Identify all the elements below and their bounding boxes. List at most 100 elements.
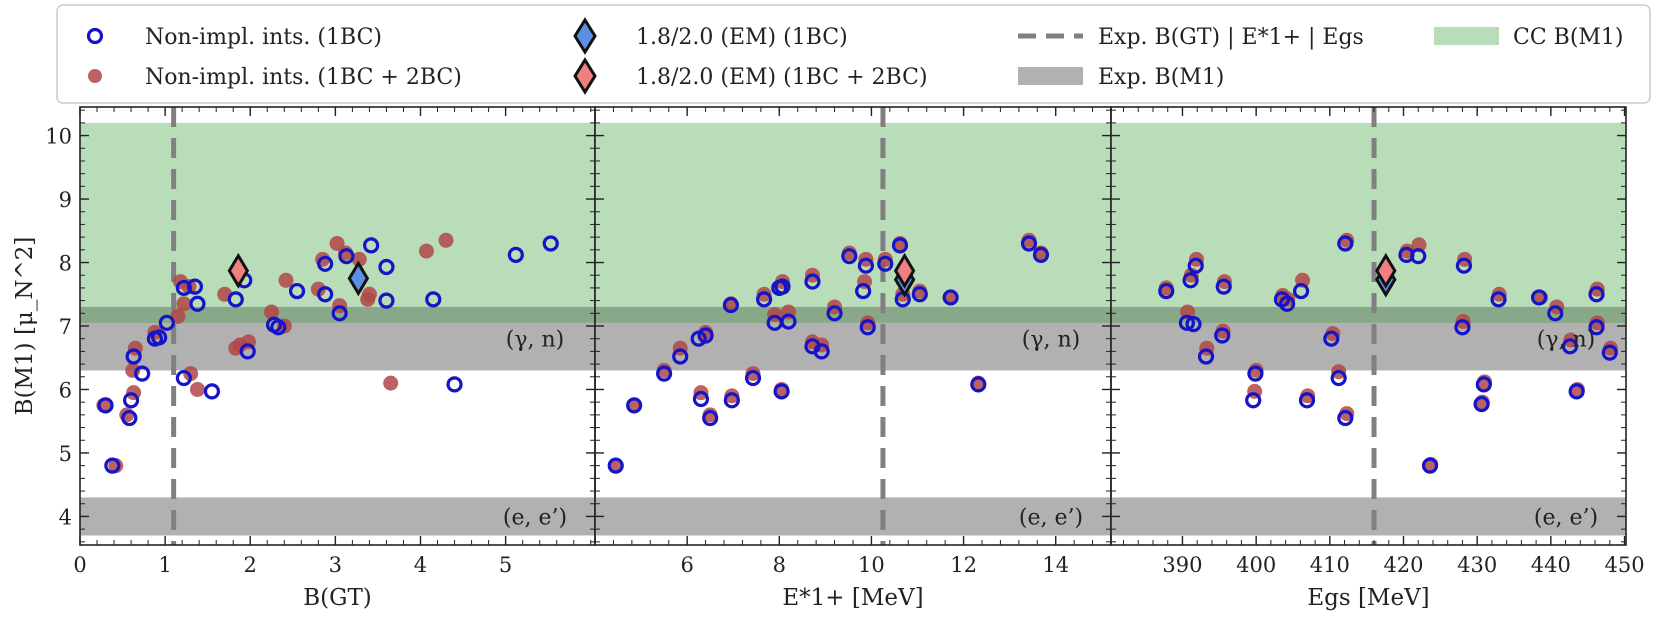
open-circle-point: [1490, 291, 1507, 308]
open-circle-point: [656, 365, 673, 382]
exp-e-eprime-band: [1111, 497, 1626, 536]
open-circle-point: [722, 296, 740, 314]
open-circle-point: [317, 255, 334, 272]
open-circle-point: [378, 292, 395, 309]
open-circle-point: [1182, 272, 1199, 289]
x-tick-label: 430: [1457, 553, 1497, 577]
open-circle-point: [1214, 327, 1231, 344]
open-circle-point: [1337, 409, 1354, 427]
open-circle-point: [425, 291, 442, 308]
open-circle-point: [1245, 392, 1262, 409]
open-circle-point: [804, 273, 821, 290]
legend: Non-impl. ints. (1BC) Non-impl. ints. (1…: [56, 4, 1651, 104]
open-circle-point: [1298, 392, 1316, 409]
open-circle-point: [855, 282, 872, 300]
open-circle-point: [175, 279, 192, 297]
filled-circle-point: [278, 272, 294, 288]
filled-circle-point: [183, 366, 199, 382]
filled-circle-point: [1589, 315, 1605, 331]
open-circle-point: [1588, 286, 1605, 303]
open-circle-point: [1601, 344, 1618, 361]
diamond-2bc-point: [1375, 252, 1397, 289]
x-tick-label: 410: [1310, 553, 1350, 577]
x-tick-label: 3: [329, 553, 342, 577]
open-circle-point: [702, 409, 719, 427]
open-circle-point: [1247, 365, 1264, 382]
filled-circle-point: [1215, 323, 1231, 339]
open-circle-point: [363, 237, 380, 254]
legend-diamond-1bc-marker: [573, 17, 597, 55]
x-tick-label: 12: [950, 553, 977, 577]
open-circle-point: [1158, 282, 1175, 300]
x-tick-label: 2: [244, 553, 257, 577]
open-circle-point: [672, 348, 689, 365]
open-circle-point: [891, 237, 909, 254]
open-circle-point: [813, 343, 830, 360]
open-circle-point: [97, 397, 114, 414]
open-circle-point: [774, 278, 791, 295]
band-overlap: [595, 306, 1111, 323]
open-circle-point: [1185, 315, 1202, 333]
open-circle-point: [189, 295, 206, 312]
legend-open-circle-label: Non-impl. ints. (1BC): [145, 25, 382, 50]
open-circle-point: [773, 383, 790, 400]
open-circle-point: [1215, 278, 1232, 295]
x-tick-label: 5: [499, 553, 512, 577]
open-circle-point: [151, 329, 168, 346]
open-circle-point: [1178, 314, 1195, 331]
open-circle-point: [378, 258, 395, 276]
y-tick-label: 9: [59, 188, 72, 212]
panel-bgt-content: [80, 107, 595, 545]
open-circle-point: [446, 376, 463, 393]
filled-circle-point: [310, 281, 326, 297]
x-tick-label: 6: [680, 553, 693, 577]
cc-bm1-band: [595, 122, 1111, 323]
legend-open-circle-marker: [86, 27, 104, 45]
legend-green-label: CC B(M1): [1513, 25, 1624, 50]
open-circle-point: [1475, 376, 1492, 393]
filled-circle-point: [351, 251, 367, 267]
open-circle-point: [125, 348, 142, 365]
open-circle-point: [1561, 338, 1579, 355]
x-tick-label: 400: [1236, 553, 1276, 577]
open-circle-point: [227, 291, 244, 308]
open-circle-point: [607, 457, 624, 474]
open-circle-point: [1421, 457, 1439, 474]
legend-filled-circle-label: Non-impl. ints. (1BC + 2BC): [145, 65, 462, 90]
exp-e-eprime-band: [80, 497, 595, 536]
filled-circle-point: [1300, 388, 1316, 404]
open-circle-point: [542, 235, 559, 252]
filled-circle-point: [860, 315, 876, 331]
legend-gray-marker: [1018, 67, 1083, 85]
open-circle-point: [859, 319, 876, 336]
open-circle-point: [1547, 305, 1564, 322]
x-tick-label: 390: [1162, 553, 1202, 577]
open-circle-point: [507, 246, 524, 264]
panel-bgt: (γ, n) (e, e’) 0 1 2 3 4 5 4 5 6 7 8 9 10 B(GT): [45, 106, 596, 611]
open-circle-point: [338, 248, 355, 265]
open-circle-point: [1568, 383, 1585, 400]
diamond-2bc-point: [893, 252, 916, 289]
y-tick-label: 6: [59, 378, 72, 402]
open-circle-point: [1187, 257, 1204, 274]
open-circle-point: [158, 314, 175, 331]
open-circle-point: [755, 291, 773, 308]
open-circle-point: [697, 327, 714, 344]
open-circle-point: [970, 376, 987, 393]
x-tick-label: 8: [773, 553, 786, 577]
open-circle-point: [122, 392, 140, 409]
open-circle-point: [270, 319, 287, 336]
legend-diamond-2bc-marker: [573, 57, 597, 95]
filled-circle-point: [724, 388, 740, 404]
open-circle-point: [857, 257, 875, 274]
open-circle-point: [1588, 319, 1605, 336]
open-circle-point: [911, 286, 928, 303]
open-circle-point: [1197, 348, 1215, 365]
open-circle-point: [239, 343, 256, 360]
open-circle-point: [1530, 289, 1548, 306]
legend-diamond-1bc-label: 1.8/2.0 (EM) (1BC): [636, 25, 848, 50]
y-tick-label: 8: [59, 252, 72, 276]
open-circle-point: [203, 383, 221, 400]
legend-filled-circle-marker: [88, 69, 102, 83]
x-tick-label: 1: [158, 553, 171, 577]
